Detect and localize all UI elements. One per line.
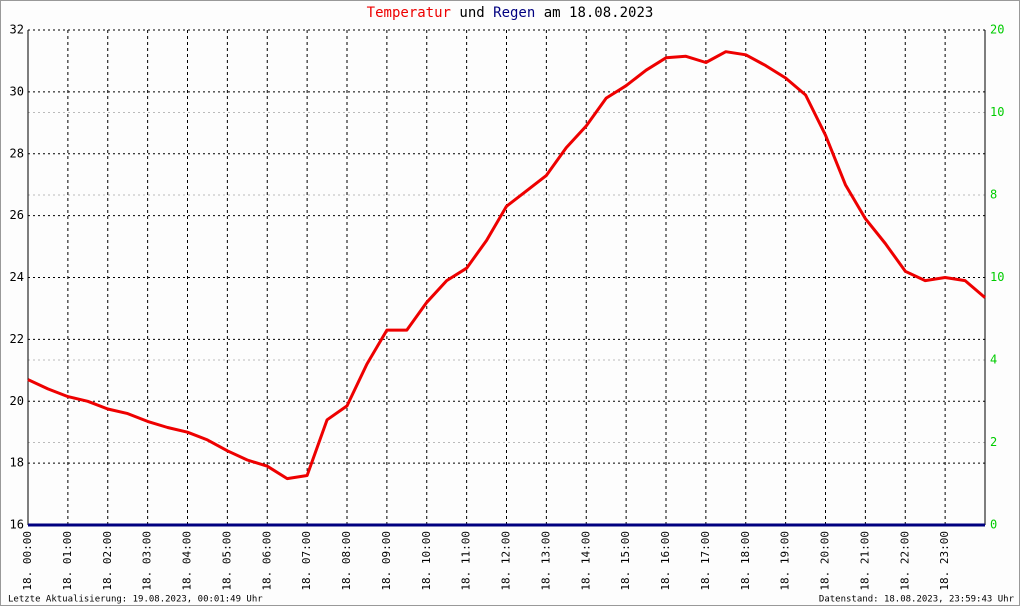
- y2-tick-label: 10: [990, 105, 1004, 119]
- x-tick-label: 18. 08:00: [340, 531, 353, 591]
- x-tick-label: 18. 23:00: [938, 531, 951, 591]
- x-tick-label: 18. 13:00: [539, 531, 552, 591]
- y2-tick-label: 10: [990, 270, 1004, 284]
- x-tick-label: 18. 04:00: [181, 531, 194, 591]
- y-tick-label: 22: [10, 332, 24, 346]
- chart-title: Temperatur und Regen am 18.08.2023: [367, 5, 654, 21]
- x-tick-label: 18. 17:00: [699, 531, 712, 591]
- x-tick-label: 18. 00:00: [21, 531, 34, 591]
- title-part: am 18.08.2023: [544, 5, 654, 21]
- x-tick-label: 18. 20:00: [819, 531, 832, 591]
- x-tick-label: 18. 14:00: [579, 531, 592, 591]
- x-tick-label: 18. 07:00: [300, 531, 313, 591]
- y2-tick-label: 4: [990, 353, 997, 367]
- x-tick-label: 18. 19:00: [779, 531, 792, 591]
- y2-tick-label: 2: [990, 435, 997, 449]
- y-tick-label: 26: [10, 208, 24, 222]
- x-tick-label: 18. 21:00: [858, 531, 871, 591]
- footer-left: Letzte Aktualisierung: 19.08.2023, 00:01…: [8, 595, 263, 605]
- y2-tick-label: 8: [990, 188, 997, 202]
- title-part: Temperatur: [367, 5, 451, 21]
- x-tick-label: 18. 10:00: [420, 531, 433, 591]
- y-tick-label: 28: [10, 146, 24, 160]
- x-tick-label: 18. 22:00: [898, 531, 911, 591]
- x-tick-label: 18. 01:00: [61, 531, 74, 591]
- x-tick-label: 18. 09:00: [380, 531, 393, 591]
- y-tick-label: 30: [10, 84, 24, 98]
- x-tick-label: 18. 06:00: [260, 531, 273, 591]
- x-tick-label: 18. 11:00: [460, 531, 473, 591]
- y-tick-label: 18: [10, 456, 24, 470]
- y2-tick-label: 20: [990, 23, 1004, 37]
- x-tick-label: 18. 12:00: [500, 531, 513, 591]
- x-tick-label: 18. 18:00: [739, 531, 752, 591]
- y2-tick-label: 0: [990, 518, 997, 532]
- y-tick-label: 16: [10, 518, 24, 532]
- series-line: [27, 50, 986, 481]
- x-tick-label: 18. 05:00: [220, 531, 233, 591]
- title-part: Regen: [493, 5, 535, 21]
- y-tick-label: 24: [10, 270, 24, 284]
- y-tick-label: 32: [10, 23, 24, 37]
- footer-right: Datenstand: 18.08.2023, 23:59:43 Uhr: [819, 595, 1015, 605]
- x-tick-label: 18. 02:00: [101, 531, 114, 591]
- title-part: und: [459, 5, 484, 21]
- x-tick-label: 18. 16:00: [659, 531, 672, 591]
- y-tick-label: 20: [10, 394, 24, 408]
- x-tick-label: 18. 15:00: [619, 531, 632, 591]
- x-tick-label: 18. 03:00: [141, 531, 154, 591]
